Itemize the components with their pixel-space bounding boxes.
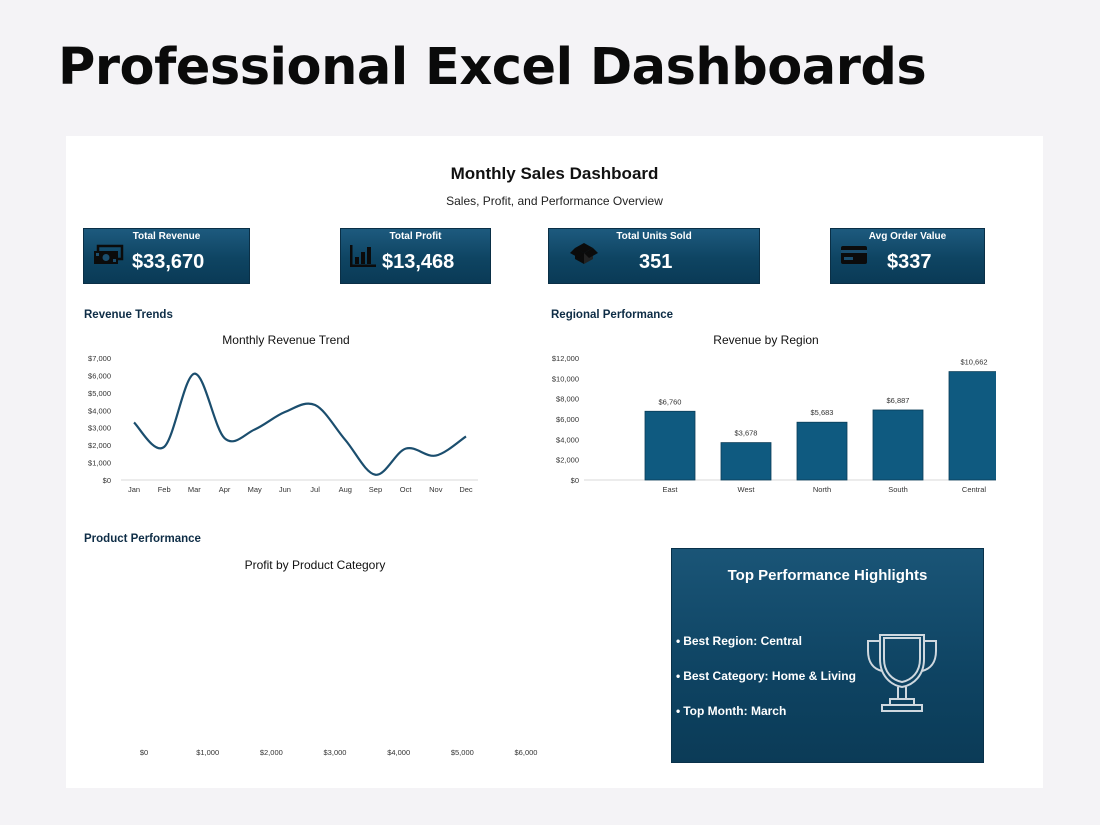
highlights-panel: Top Performance Highlights • Best Region:… [671, 548, 984, 763]
highlight-label: Best Category: [683, 669, 769, 683]
highlights-title: Top Performance Highlights [727, 567, 928, 584]
y-tick-label: $2,000 [88, 441, 111, 450]
page-heading: Professional Excel Dashboards [58, 38, 927, 97]
y-tick-label: $0 [103, 476, 111, 485]
x-tick-label: $3,000 [324, 748, 347, 757]
x-tick-label: $0 [140, 748, 148, 757]
dashboard-subtitle: Sales, Profit, and Performance Overview [446, 194, 663, 208]
bullet-icon: • [676, 704, 681, 718]
highlight-top-month: • Top Month: March [676, 704, 786, 718]
highlight-label: Best Region: [683, 634, 758, 648]
kpi-value: 351 [639, 251, 673, 273]
x-tick-label: West [738, 485, 756, 494]
kpi-label: Total Profit [389, 231, 442, 242]
x-tick-label: $2,000 [260, 748, 283, 757]
y-tick-label: $0 [571, 476, 579, 485]
highlight-best-region: • Best Region: Central [676, 634, 802, 648]
x-tick-label: $5,000 [451, 748, 474, 757]
data-label: $6,760 [659, 397, 682, 406]
profit-by-category-chart: Home & LivingGroceriesFitnessElectronics… [140, 748, 538, 757]
y-tick-label: $6,000 [556, 415, 579, 424]
boxes-icon [569, 239, 599, 274]
y-tick-label: $7,000 [88, 354, 111, 363]
x-tick-label: Jun [279, 485, 291, 494]
kpi-total-revenue: Total Revenue $33,670 [83, 228, 250, 284]
bullet-icon: • [676, 669, 681, 683]
x-tick-label: $4,000 [387, 748, 410, 757]
x-tick-label: Dec [459, 485, 473, 494]
bar-north [796, 421, 848, 481]
x-tick-label: Jan [128, 485, 140, 494]
kpi-label: Total Revenue [132, 231, 201, 242]
x-tick-label: South [888, 485, 908, 494]
y-tick-label: $5,000 [88, 389, 111, 398]
section-title-revenue: Revenue Trends [84, 309, 173, 321]
x-tick-label: Nov [429, 485, 443, 494]
x-tick-label: Mar [188, 485, 201, 494]
bar-south [872, 409, 924, 481]
x-tick-label: Jul [310, 485, 320, 494]
trophy-icon [862, 629, 942, 724]
x-tick-label: Sep [369, 485, 382, 494]
bar-west [720, 442, 772, 481]
kpi-total-profit: Total Profit $13,468 [340, 228, 491, 284]
x-tick-label: Feb [158, 485, 171, 494]
x-tick-label: North [813, 485, 831, 494]
y-tick-label: $1,000 [88, 459, 111, 468]
chart-title-revenue-by-region: Revenue by Region [713, 333, 819, 347]
x-tick-label: $1,000 [196, 748, 219, 757]
bullet-icon: • [676, 634, 681, 648]
revenue-trend-line [133, 372, 467, 476]
kpi-avg-order-value: Avg Order Value $337 [830, 228, 985, 284]
bar-central [948, 371, 996, 481]
kpi-total-units-sold: Total Units Sold 351 [548, 228, 760, 284]
data-label: $3,678 [735, 429, 758, 438]
data-label: $6,887 [887, 396, 910, 405]
revenue-by-region-chart: $0 $2,000 $4,000 $6,000 $8,000 $10,000 $12,000… [552, 354, 996, 494]
kpi-label: Avg Order Value [868, 231, 947, 242]
cash-icon [92, 243, 124, 272]
chart-title-profit-by-category: Profit by Product Category [244, 558, 386, 572]
section-title-product: Product Performance [84, 533, 201, 545]
y-tick-label: $2,000 [556, 456, 579, 465]
kpi-value: $33,670 [132, 251, 205, 273]
revenue-trend-chart: $0 $1,000 $2,000 $3,000 $4,000 $5,000 $6,000 $7… [88, 354, 478, 494]
x-tick-label: Oct [400, 485, 413, 494]
x-tick-label: May [248, 485, 262, 494]
dashboard-sheet: Monthly Sales Dashboard Sales, Profit, a… [66, 136, 1043, 788]
credit-card-icon [839, 243, 869, 272]
y-tick-label: $12,000 [552, 354, 579, 363]
y-tick-label: $10,000 [552, 374, 579, 383]
dashboard-title: Monthly Sales Dashboard [450, 164, 659, 183]
data-label: $5,683 [811, 408, 834, 417]
highlight-value: Home & Living [771, 669, 856, 683]
highlight-value: Central [760, 634, 802, 648]
y-tick-label: $3,000 [88, 424, 111, 433]
kpi-label: Total Units Sold [616, 231, 692, 242]
section-title-regional: Regional Performance [551, 309, 674, 321]
y-tick-label: $4,000 [556, 435, 579, 444]
bar-east [644, 410, 696, 481]
y-tick-label: $4,000 [88, 406, 111, 415]
x-tick-label: Central [962, 485, 987, 494]
x-tick-label: Aug [339, 485, 352, 494]
highlight-value: March [750, 704, 787, 718]
x-tick-label: East [662, 485, 678, 494]
bar-chart-icon [349, 243, 377, 274]
chart-title-revenue-trend: Monthly Revenue Trend [222, 333, 350, 347]
y-tick-label: $6,000 [88, 371, 111, 380]
x-tick-label: Apr [219, 485, 231, 494]
y-tick-label: $8,000 [556, 395, 579, 404]
highlight-best-category: • Best Category: Home & Living [676, 669, 856, 683]
data-label: $10,662 [960, 358, 987, 367]
highlight-label: Top Month: [683, 704, 748, 718]
x-tick-label: $6,000 [515, 748, 538, 757]
kpi-value: $13,468 [382, 251, 455, 273]
kpi-value: $337 [887, 251, 932, 273]
